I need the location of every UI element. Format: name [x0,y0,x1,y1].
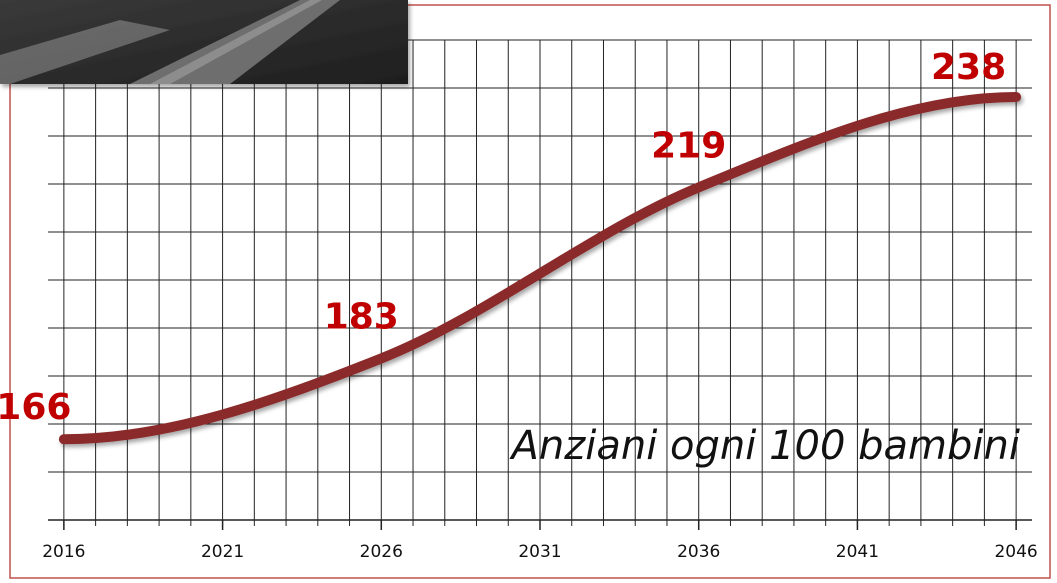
annotation: Anziani ogni 100 bambini [509,423,1020,469]
x-tick-label: 2016 [42,542,85,562]
data-label: 183 [324,296,399,337]
photo [0,0,408,84]
data-label: 219 [651,125,726,166]
x-tick-label: 2026 [360,542,403,562]
line [58,92,1022,445]
data-label: 166 [0,387,71,428]
frame [9,4,1051,579]
data-label: 238 [931,47,1006,88]
x-tick-label: 2036 [677,542,720,562]
x-tick-label: 2031 [518,542,561,562]
x-tick-label: 2041 [836,542,879,562]
x-tick-label: 2021 [201,542,244,562]
x-tick-label: 2046 [994,542,1037,562]
